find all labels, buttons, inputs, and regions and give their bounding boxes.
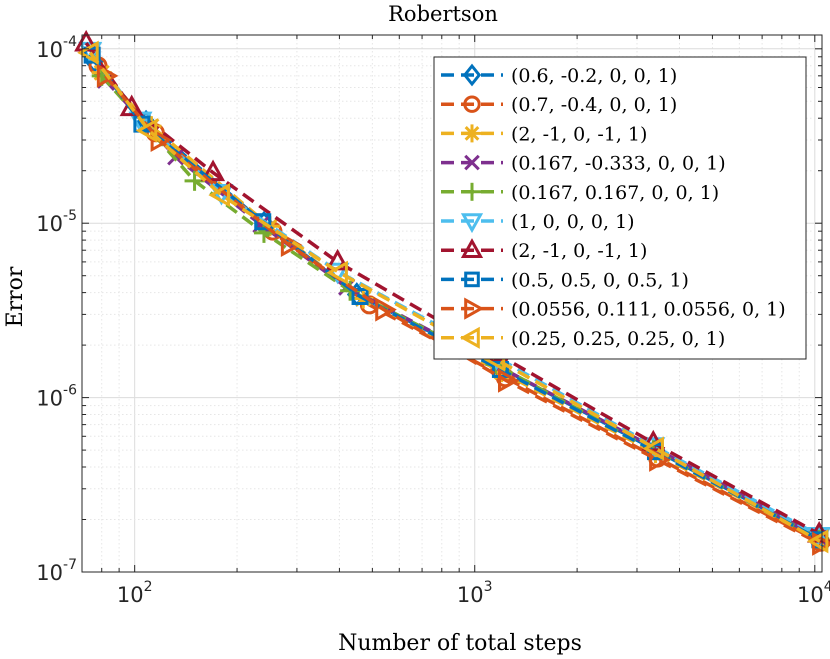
- data-point: [253, 222, 274, 243]
- legend-item: (2, -1, 0, -1, 1): [441, 123, 647, 145]
- legend-marker: [460, 213, 484, 234]
- legend: (0.6, -0.2, 0, 0, 1) (0.7, -0.4, 0, 0, 1)…: [433, 56, 807, 360]
- legend-marker: [459, 326, 480, 349]
- legend-marker: [460, 238, 484, 258]
- legend-marker: [464, 154, 480, 171]
- legend-marker: [464, 271, 480, 288]
- legend-label: (0.0556, 0.111, 0.0556, 0, 1): [511, 299, 786, 321]
- legend-item: (1, 0, 0, 0, 1): [441, 211, 635, 234]
- x-axis-label: Number of total steps: [338, 631, 582, 656]
- data-point: [254, 213, 272, 231]
- chart-title: Robertson: [388, 2, 498, 26]
- legend-box: [433, 56, 807, 360]
- data-point: [498, 368, 520, 393]
- legend-label: (0.6, -0.2, 0, 0, 1): [511, 65, 677, 87]
- legend-item: (0.167, 0.167, 0, 0, 1): [441, 182, 719, 204]
- legend-label: (2, -1, 0, -1, 1): [511, 240, 647, 262]
- data-point: [280, 232, 303, 258]
- legend-label: (0.167, -0.333, 0, 0, 1): [511, 153, 726, 175]
- y-tick-label: 10-7: [36, 557, 77, 585]
- data-point: [375, 297, 397, 322]
- data-point: [77, 40, 99, 65]
- legend-marker: [463, 182, 481, 201]
- legend-label: (1, 0, 0, 0, 1): [511, 211, 635, 233]
- data-point: [96, 63, 119, 88]
- legend-item: (0.167, -0.333, 0, 0, 1): [441, 153, 726, 175]
- legend-label: (2, -1, 0, -1, 1): [511, 123, 647, 145]
- y-tick-label: 10-4: [36, 34, 77, 62]
- legend-marker: [464, 297, 485, 320]
- legend-label: (0.25, 0.25, 0.25, 0, 1): [511, 328, 725, 350]
- x-tick-label: 102: [117, 579, 153, 607]
- legend-marker: [462, 63, 482, 87]
- legend-label: (0.5, 0.5, 0, 0.5, 1): [511, 269, 689, 291]
- legend-item: (0.6, -0.2, 0, 0, 1): [441, 63, 677, 87]
- data-point: [326, 260, 348, 285]
- x-tick-label: 103: [457, 579, 493, 607]
- y-tick-label: 10-5: [36, 208, 77, 236]
- axes-box: [81, 34, 823, 573]
- data-point: [642, 436, 664, 461]
- legend-marker: [463, 124, 481, 143]
- axis-ticks: 102 103 104 10-7 10-6 10-5 10-4: [36, 34, 830, 607]
- legend-label: (0.7, -0.4, 0, 0, 1): [511, 94, 677, 116]
- data-point: [150, 127, 173, 153]
- y-tick-label: 10-6: [36, 383, 77, 411]
- data-point: [806, 529, 829, 554]
- x-tick-label: 104: [797, 579, 830, 607]
- data-point: [135, 118, 158, 143]
- data-point: [208, 183, 230, 208]
- legend-marker: [463, 95, 481, 113]
- legend-item: (0.25, 0.25, 0.25, 0, 1): [441, 326, 725, 350]
- legend-item: (2, -1, 0, -1, 1): [441, 238, 647, 262]
- legend-label: (0.167, 0.167, 0, 0, 1): [511, 182, 719, 204]
- y-axis-label: Error: [3, 266, 28, 327]
- legend-item: (0.7, -0.4, 0, 0, 1): [441, 94, 677, 116]
- legend-item: (0.5, 0.5, 0, 0.5, 1): [441, 269, 689, 291]
- data-point: [200, 159, 226, 182]
- legend-item: (0.0556, 0.111, 0.0556, 0, 1): [441, 297, 786, 321]
